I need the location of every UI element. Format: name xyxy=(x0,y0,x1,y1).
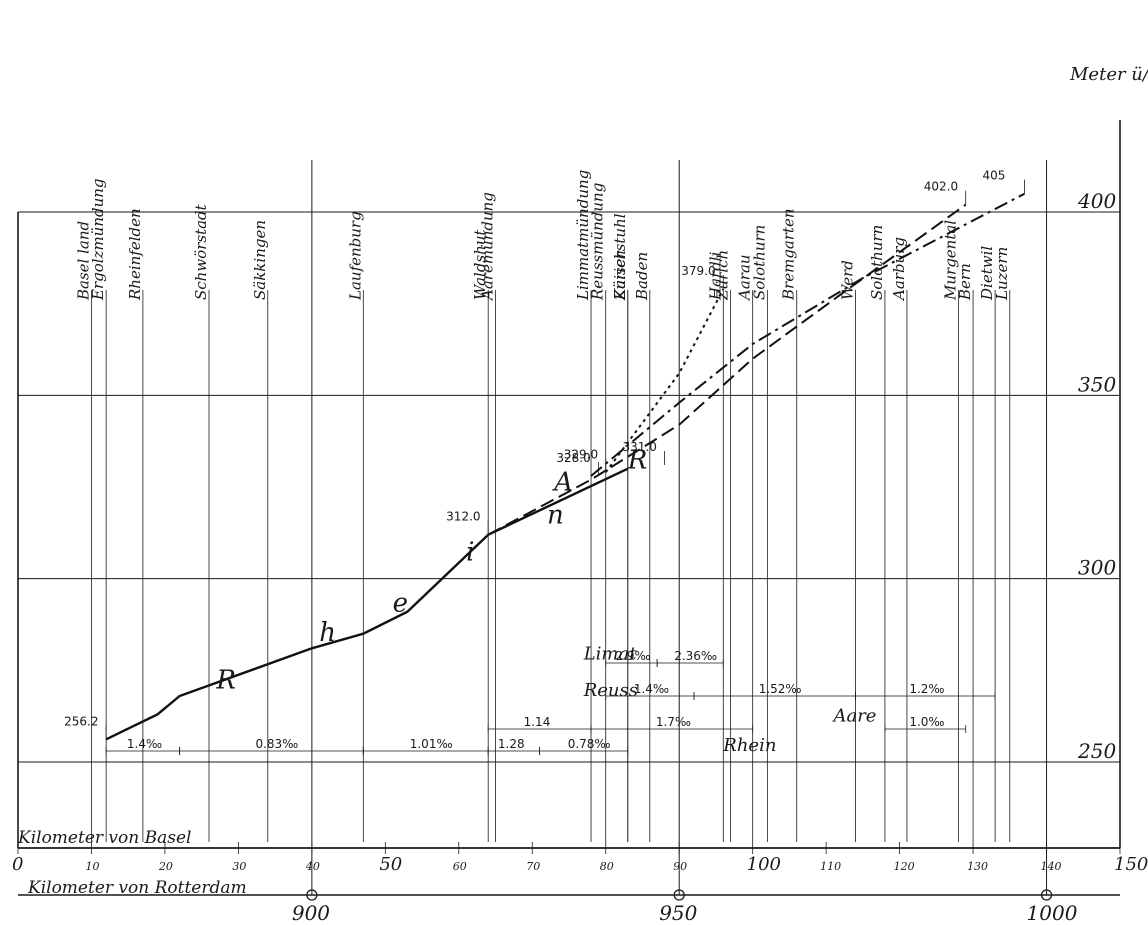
place-label: Reussmündung xyxy=(589,183,607,301)
river-name-label: h xyxy=(319,618,336,648)
elevation-label: 329.0 xyxy=(564,447,598,461)
place-label: Basel land xyxy=(74,221,92,301)
y-tick-label: 300 xyxy=(1078,556,1116,580)
gradient-label: 1.14 xyxy=(524,715,551,729)
x-tick-label-basel: 140 xyxy=(1041,860,1062,873)
place-label: Aaremündung xyxy=(479,192,497,302)
place-label: Zürich xyxy=(714,250,732,301)
river-name-label: n xyxy=(547,501,564,531)
x-tick-label-basel: 90 xyxy=(673,860,687,873)
gradient-label: 1.0‰ xyxy=(909,715,944,729)
gradient-label: 0.83‰ xyxy=(255,737,298,751)
y-axis-label: Meter ü/Meer xyxy=(1069,64,1148,85)
x-tick-label-basel: 70 xyxy=(526,860,540,873)
x-tick-label-rotterdam: 1000 xyxy=(1027,901,1078,925)
place-label: Dietwil xyxy=(978,246,996,301)
gradient-label: 1.2‰ xyxy=(909,682,944,696)
place-label: Waldshut xyxy=(471,229,489,300)
x-tick-label-basel: 0 xyxy=(12,854,23,875)
x-tick-label-basel: 50 xyxy=(379,854,402,875)
gradient-label: 1.01‰ xyxy=(410,737,453,751)
place-label: Schwörstadt xyxy=(192,203,210,300)
series-line xyxy=(590,192,1025,477)
series-line xyxy=(105,467,629,741)
river-name-label: Limat xyxy=(583,643,638,664)
rotterdam-km-marker xyxy=(306,889,318,901)
rotterdam-km-marker xyxy=(1040,889,1053,901)
x-tick-label-basel: 10 xyxy=(85,860,99,873)
rotterdam-km-marker xyxy=(673,889,685,901)
series-line xyxy=(487,203,967,536)
x-tick-label-rotterdam: 950 xyxy=(659,901,697,925)
x-axis-label-basel: Kilometer von Basel xyxy=(17,828,191,848)
place-label: Bern xyxy=(956,263,974,301)
elevation-label: 331.0 xyxy=(623,440,657,454)
x-tick-label-basel: 130 xyxy=(967,860,988,873)
x-tick-label-basel: 110 xyxy=(820,860,841,873)
river-name-label: Rhein xyxy=(722,735,776,756)
elevation-label: 405 xyxy=(982,169,1005,183)
gradient-label: 2.36‰ xyxy=(674,649,717,663)
gradient-label: 1.52‰ xyxy=(759,682,802,696)
elevation-label: 256.2 xyxy=(64,714,98,728)
x-tick-label-basel: 120 xyxy=(894,860,915,873)
x-tick-label-basel: 150 xyxy=(1114,854,1148,875)
place-label: Laufenburg xyxy=(346,211,364,301)
gradient-label: 1.28 xyxy=(498,737,525,751)
place-label: Kaiserstuhl xyxy=(611,213,629,301)
x-tick-label-basel: 80 xyxy=(600,860,614,873)
place-label: Säkkingen xyxy=(251,220,269,300)
river-name-label: A xyxy=(552,468,573,498)
place-label: Aarau xyxy=(736,254,754,302)
place-label: Aarburg xyxy=(890,237,908,302)
gradient-label: 1.4‰ xyxy=(127,737,162,751)
gradient-label: 2.9‰ xyxy=(615,649,650,663)
river-name-label: R xyxy=(215,666,236,696)
elevation-label: 402.0 xyxy=(924,180,958,194)
river-name-label: Aare xyxy=(831,706,876,727)
place-label: Luzern xyxy=(993,247,1011,301)
place-label: Baden xyxy=(633,252,651,301)
place-label: Hardli xyxy=(706,251,724,301)
place-label: Ergolzmündung xyxy=(89,178,107,301)
x-tick-label-basel: 100 xyxy=(747,854,781,875)
x-tick-label-basel: 30 xyxy=(232,860,246,873)
river-name-label: R xyxy=(627,446,648,476)
place-label: Zürich xyxy=(611,250,629,301)
place-label: Bremgarten xyxy=(780,208,798,301)
river-name-label: e xyxy=(393,589,408,619)
place-label: Solothurn xyxy=(868,225,886,300)
place-label: Rheinfelden xyxy=(126,208,144,301)
elevation-label: 379.0 xyxy=(681,264,715,278)
gradient-label: 0.78‰ xyxy=(568,737,611,751)
y-tick-label: 350 xyxy=(1078,372,1116,396)
gradient-label: 1.7‰ xyxy=(656,715,691,729)
river-name-label: Reuss xyxy=(583,680,638,701)
x-axis-label-rotterdam: Kilometer von Rotterdam xyxy=(27,878,247,898)
elevation-label: 328.0 xyxy=(556,451,590,465)
x-tick-label-basel: 20 xyxy=(158,860,173,873)
y-tick-label: 250 xyxy=(1077,739,1116,763)
river-name-label: i xyxy=(466,537,474,567)
place-label: Murgental xyxy=(941,220,959,301)
place-label: Limmatmündung xyxy=(574,170,592,301)
place-label: Werd xyxy=(839,260,857,300)
x-tick-label-basel: 60 xyxy=(453,860,467,873)
y-tick-label: 400 xyxy=(1077,189,1116,213)
place-label: Solothurn xyxy=(750,225,768,300)
elevation-label: 312.0 xyxy=(446,510,480,524)
x-tick-label-rotterdam: 900 xyxy=(292,901,330,925)
gradient-label: 1.4‰ xyxy=(634,682,669,696)
series-group xyxy=(105,192,1025,741)
